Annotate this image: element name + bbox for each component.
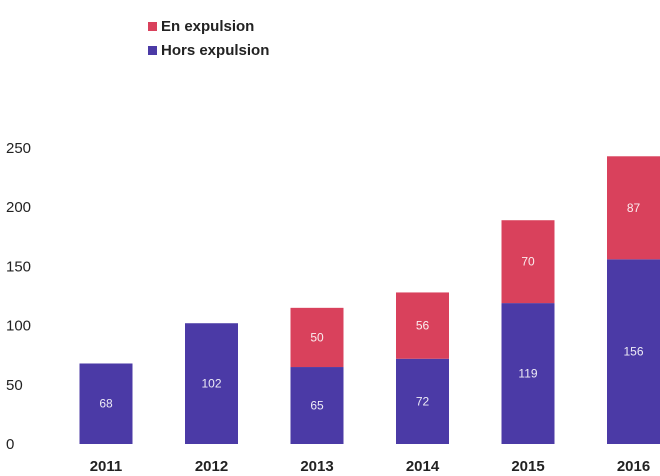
- x-tick-label-2012: 2012: [195, 458, 228, 475]
- y-tick-label-50: 50: [6, 377, 23, 394]
- x-tick-label-2013: 2013: [300, 458, 333, 475]
- legend-item-en-expulsion: En expulsion: [148, 14, 269, 38]
- legend-swatch-en-expulsion: [148, 21, 157, 31]
- bar-hors-expulsion-2015: [501, 303, 555, 444]
- x-tick-label-2011: 2011: [90, 458, 123, 475]
- data-label-hors-expulsion-2012: 102: [201, 377, 221, 391]
- data-label-en-expulsion-2016: 87: [627, 201, 641, 215]
- legend-label-en-expulsion: En expulsion: [161, 17, 255, 35]
- bar-en-expulsion-2016: [607, 156, 660, 260]
- legend-label-hors-expulsion: Hors expulsion: [161, 41, 270, 59]
- bar-en-expulsion-2015: [501, 220, 555, 304]
- legend-item-hors-expulsion: Hors expulsion: [148, 38, 269, 62]
- data-label-en-expulsion-2014: 56: [416, 319, 430, 333]
- legend-swatch-hors-expulsion: [148, 45, 157, 55]
- y-tick-label-100: 100: [6, 318, 31, 335]
- data-label-hors-expulsion-2014: 72: [416, 394, 430, 408]
- data-label-hors-expulsion-2015: 119: [518, 367, 537, 381]
- bar-hors-expulsion-2016: [607, 259, 660, 444]
- x-tick-label-2016: 2016: [617, 458, 650, 475]
- x-tick-label-2014: 2014: [406, 458, 440, 475]
- data-label-en-expulsion-2013: 50: [310, 330, 324, 344]
- data-label-hors-expulsion-2016: 156: [623, 345, 643, 359]
- bar-hors-expulsion-2013: [290, 367, 344, 444]
- chart-legend: En expulsion Hors expulsion: [148, 14, 269, 62]
- data-label-hors-expulsion-2013: 65: [310, 399, 324, 413]
- bar-hors-expulsion-2012: [185, 323, 238, 444]
- data-label-hors-expulsion-2011: 68: [99, 397, 113, 411]
- data-label-en-expulsion-2015: 70: [521, 255, 535, 269]
- bar-en-expulsion-2014: [396, 292, 449, 359]
- bar-hors-expulsion-2011: [79, 363, 133, 444]
- bar-en-expulsion-2013: [290, 307, 344, 368]
- y-tick-label-200: 200: [6, 199, 31, 216]
- y-tick-label-0: 0: [6, 436, 14, 453]
- bar-hors-expulsion-2014: [396, 358, 449, 444]
- y-tick-label-250: 250: [6, 140, 31, 157]
- x-tick-label-2015: 2015: [511, 458, 544, 475]
- y-tick-label-150: 150: [6, 258, 31, 275]
